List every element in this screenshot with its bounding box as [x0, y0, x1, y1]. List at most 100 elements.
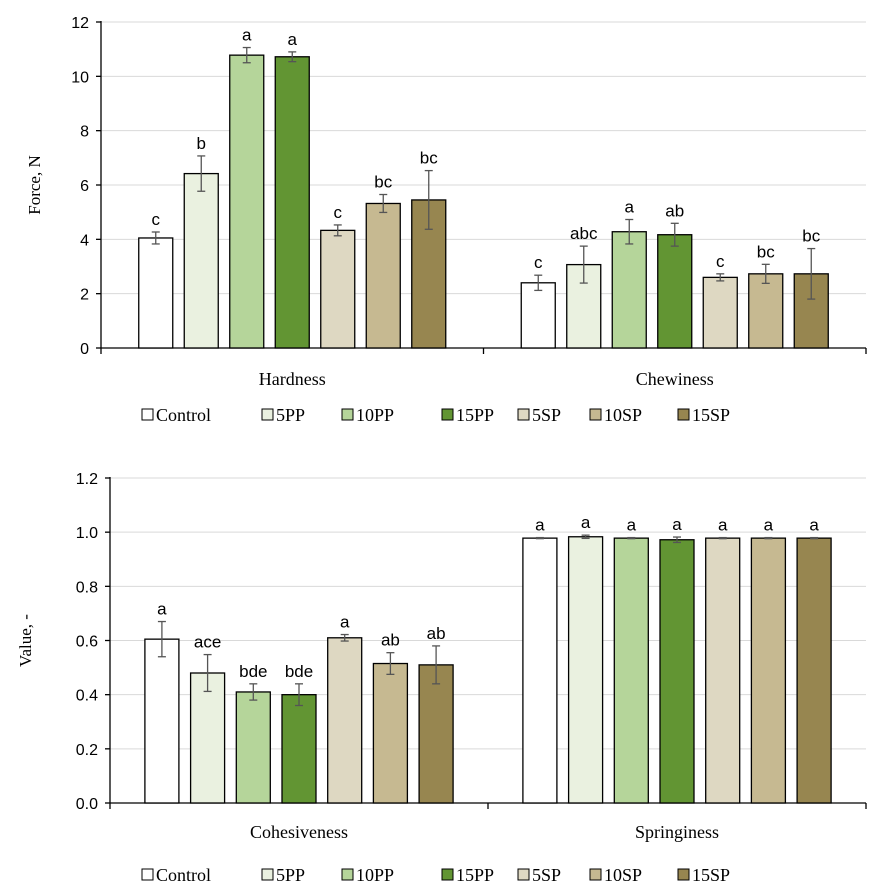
bar-hardness-5sp: [320, 229, 356, 349]
legend-label-5sp: 5SP: [532, 865, 561, 885]
legend-swatch-15sp: [677, 408, 690, 421]
bar-springiness-control: [522, 537, 558, 804]
bar-cohesiveness-10sp: [372, 662, 409, 804]
legend-label-15sp: 15SP: [692, 405, 730, 425]
category-label-hardness: Hardness: [259, 369, 326, 389]
y-tick-label: 1.2: [76, 471, 98, 488]
significance-label: a: [718, 516, 728, 535]
y-tick-label: 12: [71, 15, 89, 32]
legend-label-5pp: 5PP: [276, 865, 305, 885]
bar-cohesiveness-15sp: [418, 664, 454, 804]
legend-swatch-15pp: [441, 868, 454, 881]
legend-swatch-15sp: [677, 868, 690, 881]
legend-swatch-10pp: [341, 408, 354, 421]
category-label-cohesiveness: Cohesiveness: [250, 822, 348, 842]
legend-swatch-10pp: [341, 868, 354, 881]
legend-label-10sp: 10SP: [604, 405, 642, 425]
y-tick-label: 1.0: [76, 525, 98, 542]
significance-label: ace: [194, 633, 221, 652]
legend-swatch-5sp: [517, 868, 530, 881]
legend-label-5sp: 5SP: [532, 405, 561, 425]
significance-label: a: [672, 515, 682, 534]
legend-swatch-5sp: [517, 408, 530, 421]
bar-springiness-15pp: [659, 539, 695, 804]
legend-swatch-5pp: [261, 868, 274, 881]
legend-label-15pp: 15PP: [456, 405, 494, 425]
significance-label: a: [809, 516, 819, 535]
significance-label: bc: [374, 173, 392, 192]
y-tick-label: 8: [80, 124, 89, 141]
bar-chewiness-15pp: [657, 234, 693, 349]
significance-label: c: [334, 203, 343, 222]
bar-springiness-5sp: [705, 537, 741, 804]
significance-label: bde: [285, 662, 313, 681]
y-tick-label: 4: [80, 232, 89, 249]
legend-label-control: Control: [156, 865, 211, 885]
bar-hardness-10pp: [229, 54, 265, 349]
y-tick-label: 6: [80, 178, 89, 195]
y-axis-label: Force, N: [25, 155, 44, 214]
legend-swatch-10sp: [589, 868, 602, 881]
y-tick-label: 0.8: [76, 579, 98, 596]
legend-label-control: Control: [156, 405, 211, 425]
bar-cohesiveness-10pp: [235, 691, 271, 804]
significance-label: c: [534, 253, 543, 272]
legend-swatch-15pp: [441, 408, 454, 421]
bar-chewiness-control: [520, 282, 556, 349]
bar-cohesiveness-15pp: [281, 694, 317, 804]
y-tick-label: 0: [80, 341, 89, 358]
significance-label: a: [157, 600, 167, 619]
bar-chewiness-10sp: [748, 273, 784, 349]
legend-label-5pp: 5PP: [276, 405, 305, 425]
significance-label: a: [535, 516, 545, 535]
legend-label-10sp: 10SP: [604, 865, 642, 885]
bar-cohesiveness-5sp: [327, 637, 363, 804]
category-label-chewiness: Chewiness: [636, 369, 714, 389]
y-tick-label: 0.0: [76, 796, 98, 813]
y-tick-label: 0.2: [76, 742, 98, 759]
legend-label-15sp: 15SP: [692, 865, 730, 885]
significance-label: c: [152, 210, 161, 229]
significance-label: a: [581, 513, 591, 532]
bar-springiness-15sp: [796, 537, 832, 804]
bar-hardness-10sp: [365, 202, 401, 349]
significance-label: a: [242, 26, 252, 45]
significance-label: b: [197, 134, 206, 153]
bar-hardness-5pp: [183, 172, 219, 349]
y-tick-label: 0.6: [76, 634, 98, 651]
legend-swatch-10sp: [589, 408, 602, 421]
significance-label: a: [288, 30, 298, 49]
significance-label: bc: [802, 227, 820, 246]
legend-swatch-5pp: [261, 408, 274, 421]
significance-label: bc: [420, 149, 438, 168]
significance-label: ab: [427, 624, 446, 643]
y-tick-label: 2: [80, 287, 89, 304]
significance-label: a: [625, 198, 635, 217]
legend-label-10pp: 10PP: [356, 865, 394, 885]
bar-springiness-5pp: [567, 536, 604, 804]
significance-label: a: [627, 516, 637, 535]
category-label-springiness: Springiness: [635, 822, 719, 842]
bar-springiness-10sp: [750, 537, 787, 804]
significance-label: ab: [381, 631, 400, 650]
legend-label-15pp: 15PP: [456, 865, 494, 885]
bar-hardness-control: [138, 237, 174, 349]
legend-label-10pp: 10PP: [356, 405, 394, 425]
y-axis-label: Value, -: [16, 614, 35, 667]
bar-chewiness-10pp: [611, 231, 647, 349]
legend-swatch-control: [141, 868, 154, 881]
y-tick-label: 0.4: [76, 688, 98, 705]
significance-label: bde: [239, 662, 267, 681]
bar-hardness-15pp: [274, 56, 310, 349]
significance-label: a: [340, 613, 350, 632]
legend-swatch-control: [141, 408, 154, 421]
significance-label: ab: [665, 201, 684, 220]
significance-label: abc: [570, 224, 598, 243]
y-tick-label: 10: [71, 69, 89, 86]
bar-chewiness-5sp: [702, 276, 738, 349]
bar-cohesiveness-5pp: [189, 672, 226, 804]
significance-label: c: [716, 252, 725, 271]
bar-cohesiveness-control: [144, 638, 180, 804]
